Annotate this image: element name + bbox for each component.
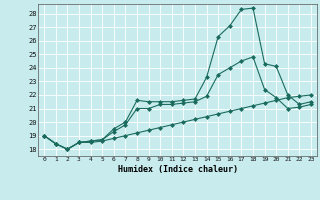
X-axis label: Humidex (Indice chaleur): Humidex (Indice chaleur) — [118, 165, 238, 174]
